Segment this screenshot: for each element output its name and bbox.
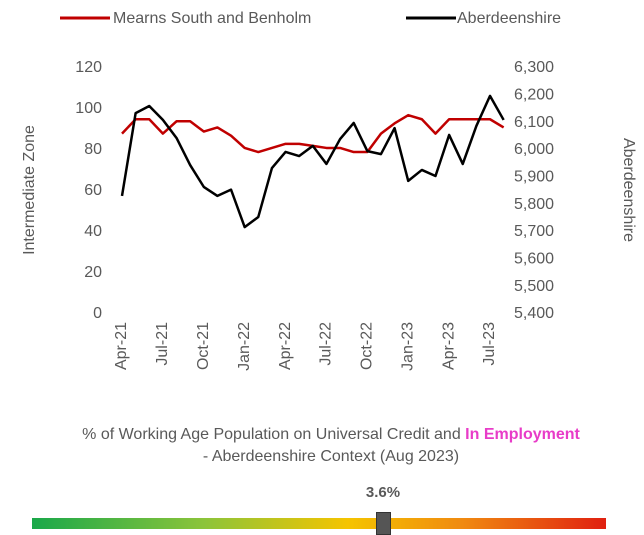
legend-label: Aberdeenshire	[457, 10, 561, 27]
x-tick-label: Jul-22	[318, 322, 335, 366]
y-tick-label: 20	[84, 264, 102, 281]
legend-label: Mearns South and Benholm	[113, 10, 311, 27]
series-line	[120, 94, 505, 229]
y2-tick-label: 6,000	[514, 141, 554, 158]
y2-tick-label: 5,500	[514, 278, 554, 295]
y-tick-label: 40	[84, 223, 102, 240]
x-tick-label: Jul-21	[154, 322, 171, 366]
x-tick-label: Jan-23	[399, 322, 416, 371]
y2-tick-label: 6,200	[514, 87, 554, 104]
y-tick-label: 120	[75, 59, 102, 76]
y2-tick-label: 5,700	[514, 223, 554, 240]
y2-tick-label: 6,300	[514, 59, 554, 76]
context-title-part: - Aberdeenshire Context (Aug 2023)	[202, 448, 460, 465]
y-tick-label: 100	[75, 100, 102, 117]
context-value: 3.6%	[365, 484, 401, 501]
y-tick-label: 80	[84, 141, 102, 158]
y2-tick-label: 5,900	[514, 169, 554, 186]
y2-axis-label: Aberdeenshire	[620, 138, 637, 242]
x-tick-label: Apr-21	[113, 322, 130, 370]
x-tick-label: Jul-23	[481, 322, 498, 366]
x-tick-label: Oct-21	[195, 322, 212, 370]
y2-tick-label: 5,400	[514, 305, 554, 322]
x-tick-label: Apr-23	[440, 322, 457, 370]
y2-tick-label: 6,100	[514, 114, 554, 131]
gauge-bar	[32, 518, 606, 529]
y-tick-label: 60	[84, 182, 102, 199]
context-title: % of Working Age Population on Universal…	[81, 424, 581, 468]
y2-tick-label: 5,800	[514, 196, 554, 213]
x-tick-label: Apr-22	[277, 322, 294, 370]
y2-tick-label: 5,600	[514, 251, 554, 268]
y-tick-label: 0	[93, 305, 102, 322]
chart: Intermediate Zone Aberdeenshire 0 20 40 60 8…	[21, 10, 637, 371]
x-tick-label: Oct-22	[359, 322, 376, 370]
x-tick-label: Jan-22	[236, 322, 253, 371]
gauge-marker	[376, 512, 391, 535]
context-title-highlight: In Employment	[465, 426, 580, 443]
context-title-part: % of Working Age Population on Universal…	[82, 426, 466, 443]
y-axis-label: Intermediate Zone	[21, 125, 38, 255]
